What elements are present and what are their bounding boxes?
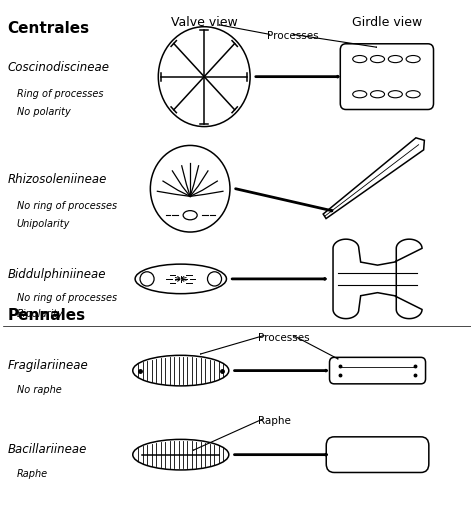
Text: Ring of processes: Ring of processes — [17, 90, 103, 99]
Text: No ring of processes: No ring of processes — [17, 201, 117, 212]
Text: Centrales: Centrales — [8, 21, 90, 36]
Text: No ring of processes: No ring of processes — [17, 293, 117, 303]
Text: No polarity: No polarity — [17, 107, 71, 117]
Text: Bacillariineae: Bacillariineae — [8, 443, 87, 456]
Text: Biddulphiniineae: Biddulphiniineae — [8, 268, 106, 281]
Text: Valve view: Valve view — [171, 15, 237, 28]
Text: Unipolarity: Unipolarity — [17, 219, 70, 229]
Text: Raphe: Raphe — [17, 469, 48, 479]
Text: Raphe: Raphe — [258, 417, 291, 426]
Text: Rhizosoleniineae: Rhizosoleniineae — [8, 174, 107, 186]
Text: Girdle view: Girdle view — [352, 15, 422, 28]
Text: Fragilariineae: Fragilariineae — [8, 359, 88, 372]
Text: Bipolarity: Bipolarity — [17, 310, 64, 319]
Text: Processes: Processes — [267, 31, 319, 41]
Text: Coscinodiscineae: Coscinodiscineae — [8, 61, 109, 74]
Text: Pennales: Pennales — [8, 308, 86, 323]
Text: Processes: Processes — [258, 333, 310, 343]
Text: No raphe: No raphe — [17, 385, 62, 395]
